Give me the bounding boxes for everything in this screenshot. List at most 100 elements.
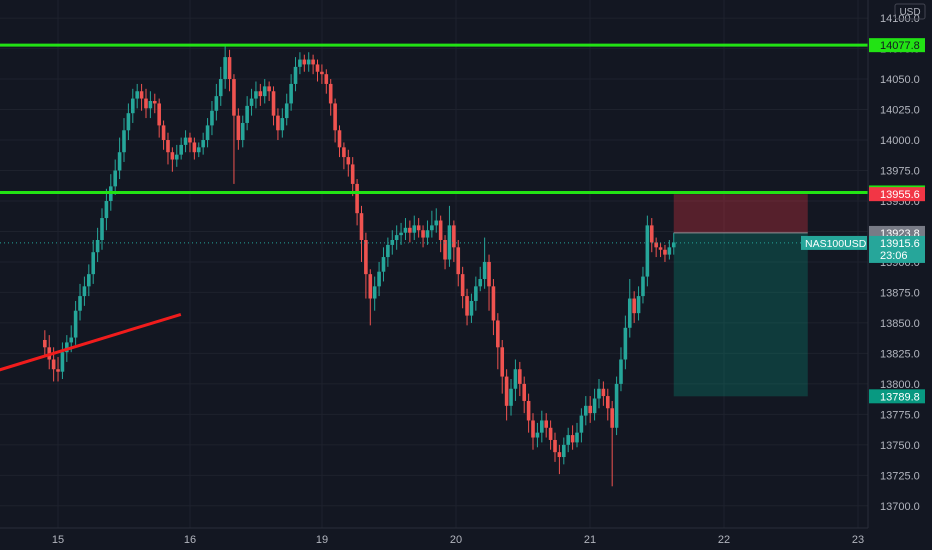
candle[interactable] — [60, 342, 65, 380]
candle[interactable] — [311, 54, 315, 75]
candle[interactable] — [447, 205, 452, 267]
candle[interactable] — [87, 264, 91, 297]
candle[interactable] — [518, 361, 522, 397]
candle[interactable] — [135, 83, 139, 109]
candle[interactable] — [522, 376, 527, 414]
candle[interactable] — [350, 157, 355, 197]
candle[interactable] — [482, 237, 487, 289]
candle[interactable] — [170, 147, 175, 172]
candle[interactable] — [333, 98, 337, 143]
candle[interactable] — [289, 74, 293, 111]
candle[interactable] — [205, 118, 210, 148]
candle[interactable] — [553, 432, 557, 462]
candle[interactable] — [267, 81, 271, 102]
candle[interactable] — [148, 91, 153, 119]
currency-box[interactable] — [894, 3, 926, 20]
candle[interactable] — [271, 86, 276, 126]
candle[interactable] — [465, 288, 469, 326]
candle[interactable] — [157, 98, 161, 138]
candle[interactable] — [430, 210, 434, 238]
candle[interactable] — [544, 413, 549, 438]
candle[interactable] — [214, 83, 219, 121]
candle[interactable] — [306, 52, 311, 72]
candle[interactable] — [570, 425, 575, 450]
candle[interactable] — [509, 379, 513, 416]
candle[interactable] — [78, 283, 82, 321]
candle[interactable] — [605, 388, 610, 421]
price-axis[interactable]: 13700.0 13725.0 13750.0 13775.0 13800.0 13825… — [867, 0, 932, 528]
candle[interactable] — [614, 376, 619, 436]
candle[interactable] — [619, 347, 623, 392]
candle[interactable] — [139, 83, 144, 111]
candle[interactable] — [284, 93, 289, 126]
candle[interactable] — [381, 247, 386, 282]
candle[interactable] — [43, 330, 47, 358]
candle[interactable] — [254, 81, 258, 109]
candle[interactable] — [469, 293, 474, 323]
candle[interactable] — [460, 266, 465, 309]
candle[interactable] — [557, 444, 562, 475]
candle[interactable] — [540, 410, 544, 443]
candle[interactable] — [236, 108, 241, 150]
candle[interactable] — [645, 215, 650, 287]
candle[interactable] — [443, 235, 447, 270]
candle[interactable] — [227, 49, 232, 92]
candle[interactable] — [377, 261, 381, 297]
candle[interactable] — [210, 101, 214, 136]
candle[interactable] — [276, 108, 280, 141]
candle[interactable] — [56, 357, 60, 382]
candle[interactable] — [636, 286, 641, 321]
candle[interactable] — [416, 218, 421, 238]
candle[interactable] — [240, 115, 245, 148]
candle[interactable] — [649, 218, 654, 253]
candle[interactable] — [513, 359, 518, 401]
candle[interactable] — [394, 225, 399, 250]
candle[interactable] — [491, 279, 496, 336]
candle[interactable] — [592, 388, 597, 421]
candle[interactable] — [144, 88, 148, 119]
candle[interactable] — [188, 132, 192, 153]
candle[interactable] — [667, 240, 672, 260]
stop-loss-zone[interactable] — [673, 194, 808, 233]
candle[interactable] — [293, 57, 298, 92]
candle[interactable] — [73, 300, 78, 345]
candle[interactable] — [258, 83, 263, 106]
candle[interactable] — [201, 132, 205, 155]
candle[interactable] — [504, 369, 509, 421]
candle[interactable] — [583, 396, 588, 426]
candle[interactable] — [166, 132, 170, 165]
candle[interactable] — [535, 422, 540, 448]
candle[interactable] — [654, 237, 658, 258]
candle[interactable] — [496, 313, 500, 370]
candle[interactable] — [478, 266, 483, 292]
candle[interactable] — [196, 142, 201, 158]
candle[interactable] — [117, 137, 122, 180]
candle[interactable] — [421, 225, 425, 248]
candle[interactable] — [526, 393, 531, 433]
candle[interactable] — [104, 188, 109, 231]
candle[interactable] — [597, 379, 601, 409]
candle[interactable] — [298, 52, 302, 75]
candle[interactable] — [302, 54, 307, 72]
candle[interactable] — [452, 220, 456, 262]
candle[interactable] — [183, 130, 188, 153]
candle[interactable] — [223, 44, 227, 89]
candle[interactable] — [438, 215, 443, 253]
candle[interactable] — [627, 279, 632, 338]
candle[interactable] — [474, 276, 478, 311]
candle[interactable] — [456, 240, 461, 287]
candle[interactable] — [500, 339, 505, 394]
take-profit-zone[interactable] — [673, 232, 808, 397]
candle[interactable] — [579, 408, 584, 443]
candle[interactable] — [386, 237, 390, 267]
candle[interactable] — [95, 227, 100, 262]
candle[interactable] — [113, 159, 118, 195]
candle[interactable] — [324, 69, 329, 94]
candle[interactable] — [342, 142, 346, 170]
time-axis[interactable]: 15 16 19 20 21 22 23 — [0, 527, 932, 550]
candle[interactable] — [548, 420, 553, 450]
candle[interactable] — [100, 208, 104, 250]
candle[interactable] — [487, 254, 491, 311]
candle[interactable] — [408, 220, 412, 243]
